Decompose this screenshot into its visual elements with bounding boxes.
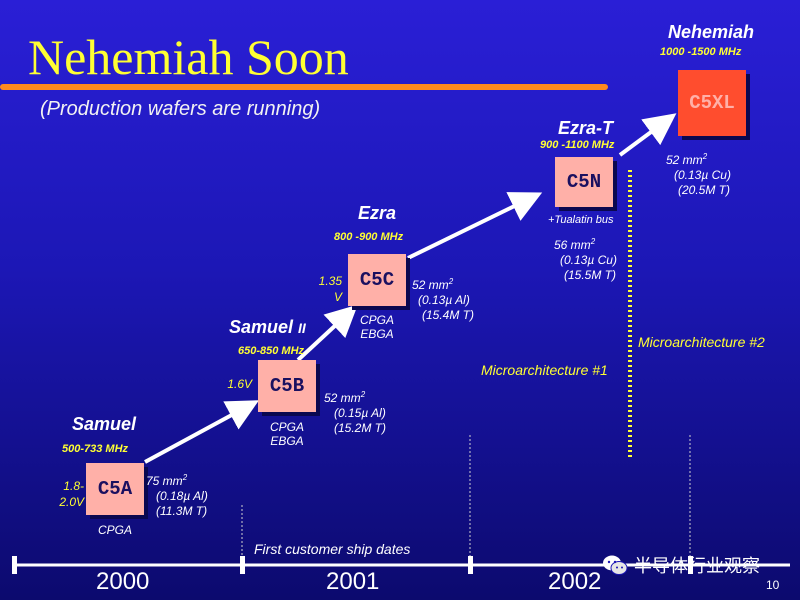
arrow-c5c-c5n xyxy=(407,192,543,260)
package-samuel-ii: CPGA EBGA xyxy=(269,420,304,448)
spec-samuel: 75 mm2 (0.18µ Al) (11.3M T) xyxy=(146,473,208,518)
year-2001: 2001 xyxy=(326,568,380,595)
chip-c5a: C5A xyxy=(86,463,144,515)
voltage-samuel-ii: 1.6V xyxy=(227,377,252,391)
watermark-text: 半导体行业观察 xyxy=(634,556,760,576)
year-2000: 2000 xyxy=(96,568,150,595)
title-accent-bar xyxy=(0,84,608,90)
package-samuel: CPGA xyxy=(97,523,132,537)
arrow-c5n-c5xl xyxy=(618,113,677,157)
arrow-c5a-c5b xyxy=(144,400,260,464)
processor-name-ezra: Ezra xyxy=(358,203,397,223)
chip-c5xl: C5XL xyxy=(678,70,746,136)
microarch-1-label: Microarchitecture #1 xyxy=(481,362,608,378)
microarch-2-label: Microarchitecture #2 xyxy=(638,334,765,350)
processor-name-samuel: Samuel xyxy=(72,414,137,434)
processor-name-ezra-t: Ezra-T xyxy=(558,118,614,138)
timeline-tick-1 xyxy=(240,556,245,574)
spec-samuel-ii: 52 mm2 (0.15µ Al) (15.2M T) xyxy=(324,390,387,435)
chip-c5c: C5C xyxy=(348,254,406,306)
processor-freq-ezra: 800 -900 MHz xyxy=(334,231,404,243)
tualatin-bus-note: +Tualatin bus xyxy=(548,214,614,226)
voltage-samuel: 1.8- 2.0V xyxy=(59,479,84,509)
slide-subtitle: (Production wafers are running) xyxy=(40,98,321,120)
year-2002: 2002 xyxy=(548,568,602,595)
timeline-tick-0 xyxy=(12,556,17,574)
watermark: 半导体行业观察 xyxy=(602,552,760,578)
spec-nehemiah: 52 mm2 (0.13µ Cu) (20.5M T) xyxy=(666,152,731,197)
spec-ezra-t: 56 mm2 (0.13µ Cu) (15.5M T) xyxy=(554,237,617,282)
processor-name-nehemiah: Nehemiah xyxy=(668,22,755,42)
package-ezra: CPGA EBGA xyxy=(359,313,394,341)
processor-freq-samuel-ii: 650-850 MHz xyxy=(238,345,305,357)
processor-freq-nehemiah: 1000 -1500 MHz xyxy=(660,46,742,58)
ship-dates-caption: First customer ship dates xyxy=(254,541,411,557)
wechat-icon xyxy=(603,555,628,575)
processor-name-samuel-ii: Samuel II xyxy=(229,317,306,337)
chip-c5b: C5B xyxy=(258,360,316,412)
spec-ezra: 52 mm2 (0.13µ Al) (15.4M T) xyxy=(412,277,475,322)
timeline-tick-3 xyxy=(688,556,693,574)
processor-freq-ezra-t: 900 -1100 MHz xyxy=(540,139,615,151)
processor-freq-samuel: 500-733 MHz xyxy=(62,443,129,455)
arrow-c5b-c5c xyxy=(296,304,358,362)
page-number: 10 xyxy=(766,578,780,592)
timeline-tick-2 xyxy=(468,556,473,574)
slide-title: Nehemiah Soon xyxy=(28,29,349,85)
voltage-ezra: 1.35 V xyxy=(318,274,342,304)
chip-c5n: C5N xyxy=(555,157,613,207)
